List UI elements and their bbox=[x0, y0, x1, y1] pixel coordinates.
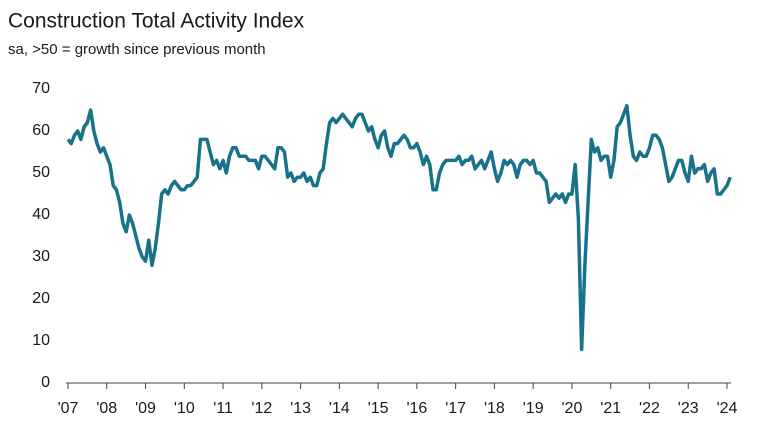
x-tick-label: '13 bbox=[290, 400, 311, 417]
x-tick-label: '23 bbox=[678, 400, 699, 417]
y-tick-label: 70 bbox=[32, 80, 50, 97]
x-tick-label: '10 bbox=[174, 400, 195, 417]
x-tick-label: '24 bbox=[717, 400, 738, 417]
y-tick-label: 50 bbox=[32, 164, 50, 181]
x-tick-label: '18 bbox=[484, 400, 505, 417]
y-tick-label: 10 bbox=[32, 332, 50, 349]
x-tick-label: '22 bbox=[639, 400, 660, 417]
chart-subtitle: sa, >50 = growth since previous month bbox=[8, 41, 266, 58]
x-tick-label: '11 bbox=[213, 400, 233, 417]
y-tick-label: 40 bbox=[32, 206, 50, 223]
line-series bbox=[66, 104, 732, 352]
x-tick-label: '21 bbox=[600, 400, 621, 417]
y-tick-label: 60 bbox=[32, 122, 50, 139]
x-tick-label: '16 bbox=[406, 400, 427, 417]
y-tick-label: 20 bbox=[32, 290, 50, 307]
y-tick-label: 30 bbox=[32, 248, 50, 265]
x-tick-label: '15 bbox=[368, 400, 389, 417]
x-tick-label: '09 bbox=[135, 400, 156, 417]
chart-title: Construction Total Activity Index bbox=[8, 10, 305, 33]
x-tick-label: '14 bbox=[329, 400, 350, 417]
x-tick-label: '17 bbox=[445, 400, 466, 417]
x-tick-label: '08 bbox=[96, 400, 117, 417]
x-tick-label: '07 bbox=[58, 400, 79, 417]
x-tick-label: '20 bbox=[562, 400, 583, 417]
x-tick-label: '12 bbox=[251, 400, 272, 417]
y-tick-label: 0 bbox=[41, 374, 50, 391]
x-tick-label: '19 bbox=[523, 400, 544, 417]
